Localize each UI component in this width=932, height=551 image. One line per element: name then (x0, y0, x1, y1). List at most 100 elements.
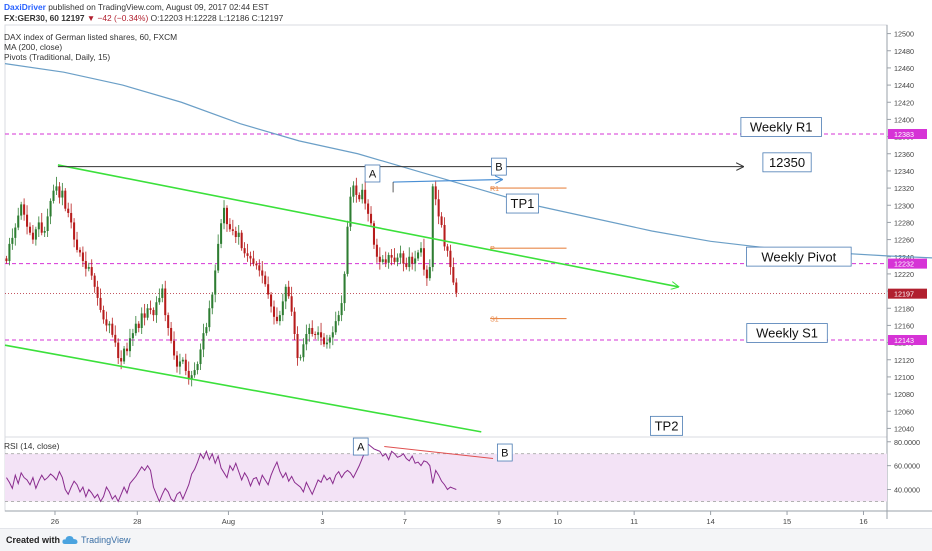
chart-annotation-box (364, 164, 381, 183)
candle-body (161, 288, 164, 298)
price-tick-label: 12100 (894, 373, 914, 382)
price-tick-label: 12500 (894, 30, 914, 39)
candle-body (125, 348, 129, 352)
candle-body (23, 204, 26, 215)
candle-body (243, 248, 246, 254)
candle-body (70, 212, 73, 223)
candle-body (272, 306, 276, 317)
weekly-level-label-box (740, 117, 822, 137)
candle-body (93, 275, 96, 287)
candle-body (108, 323, 111, 326)
candle-body (81, 252, 84, 262)
candle-body (320, 332, 323, 338)
price-tick-label: 12440 (894, 81, 914, 90)
candle-body (340, 303, 343, 316)
candle-body (11, 237, 14, 244)
rsi-tick-label: 60.0000 (894, 462, 920, 471)
candle-body (270, 294, 273, 307)
candle-body (228, 224, 231, 230)
publish-line: DaxiDriver published on TradingView.com,… (4, 2, 269, 12)
candle-body (20, 204, 23, 216)
candle-body (390, 255, 393, 258)
time-tick-label: 10 (554, 517, 562, 526)
candle-body (111, 323, 114, 335)
candle-body (381, 259, 384, 262)
candle-body (317, 332, 320, 335)
candle-body (61, 190, 64, 198)
candle-body (349, 196, 352, 227)
candle-body (181, 359, 184, 362)
candle-body (311, 327, 314, 334)
candle-body (190, 375, 193, 379)
candle-body (208, 308, 211, 328)
price-tag-label: 12383 (894, 130, 914, 139)
candle-body (275, 316, 278, 322)
candle-body (167, 315, 170, 328)
candle-body (140, 313, 143, 328)
main-pane (4, 24, 888, 438)
candle-body (55, 186, 58, 191)
candle-body (387, 255, 390, 263)
price-tag (888, 335, 927, 346)
candle-body (193, 370, 196, 376)
price-tick-label: 12320 (894, 184, 914, 193)
candle-body (396, 257, 399, 262)
candle-body (296, 334, 299, 359)
price-tick-label: 12460 (894, 64, 914, 73)
price-tick-label: 12160 (894, 321, 914, 330)
candle-body (278, 315, 281, 322)
candle-body (202, 333, 205, 350)
weekly-level-label: Weekly Pivot (761, 249, 836, 264)
candle-body (355, 185, 358, 195)
author-link[interactable]: DaxiDriver (4, 2, 46, 12)
price-tag-label: 12143 (894, 336, 914, 345)
candle-body (328, 337, 331, 343)
candle-body (440, 216, 443, 225)
candle-body (314, 334, 317, 335)
candle-body (419, 248, 423, 253)
candle-body (261, 270, 264, 276)
time-tick-label: 7 (403, 517, 407, 526)
candle-body (302, 344, 305, 358)
trendline-lower-green (4, 344, 482, 433)
candle-body (96, 286, 99, 298)
candle-body (281, 301, 284, 316)
candle-body (99, 297, 102, 310)
candle-body (131, 333, 134, 339)
weekly-level-label-box (746, 246, 852, 267)
candle-body (170, 327, 173, 341)
candle-body (334, 321, 337, 333)
brand-name[interactable]: TradingView (81, 535, 131, 545)
indicator-rsi: RSI (14, close) (4, 441, 60, 451)
candle-body (120, 358, 123, 362)
rsi-line (6, 443, 457, 503)
price-tick-label: 12120 (894, 356, 914, 365)
candle-body (455, 282, 458, 293)
candle-body (146, 308, 149, 318)
tradingview-cloud-icon (62, 536, 78, 544)
candle-body (422, 248, 425, 270)
candle-body (425, 269, 428, 279)
candle-body (58, 186, 61, 198)
candle-body (240, 232, 243, 249)
ohlc-values: O:12203 H:12228 L:12186 C:12197 (150, 13, 284, 23)
candle-body (214, 270, 217, 295)
candle-body (43, 231, 46, 233)
price-tag-label: 12232 (894, 260, 914, 269)
candle-body (46, 216, 49, 231)
rsi-annotation-box (352, 437, 369, 456)
time-tick-label: 9 (497, 517, 501, 526)
candle-body (287, 286, 290, 297)
candle-body (411, 256, 414, 264)
candle-body (237, 232, 240, 238)
candle-body (399, 253, 402, 258)
candle-body (28, 226, 32, 233)
rsi-divergence-line (384, 446, 494, 459)
price-tick-label: 12240 (894, 253, 914, 262)
candle-body (249, 255, 252, 259)
candle-body (137, 323, 140, 328)
chart-annotation-box (650, 415, 683, 436)
price-tick-label: 12260 (894, 236, 914, 245)
